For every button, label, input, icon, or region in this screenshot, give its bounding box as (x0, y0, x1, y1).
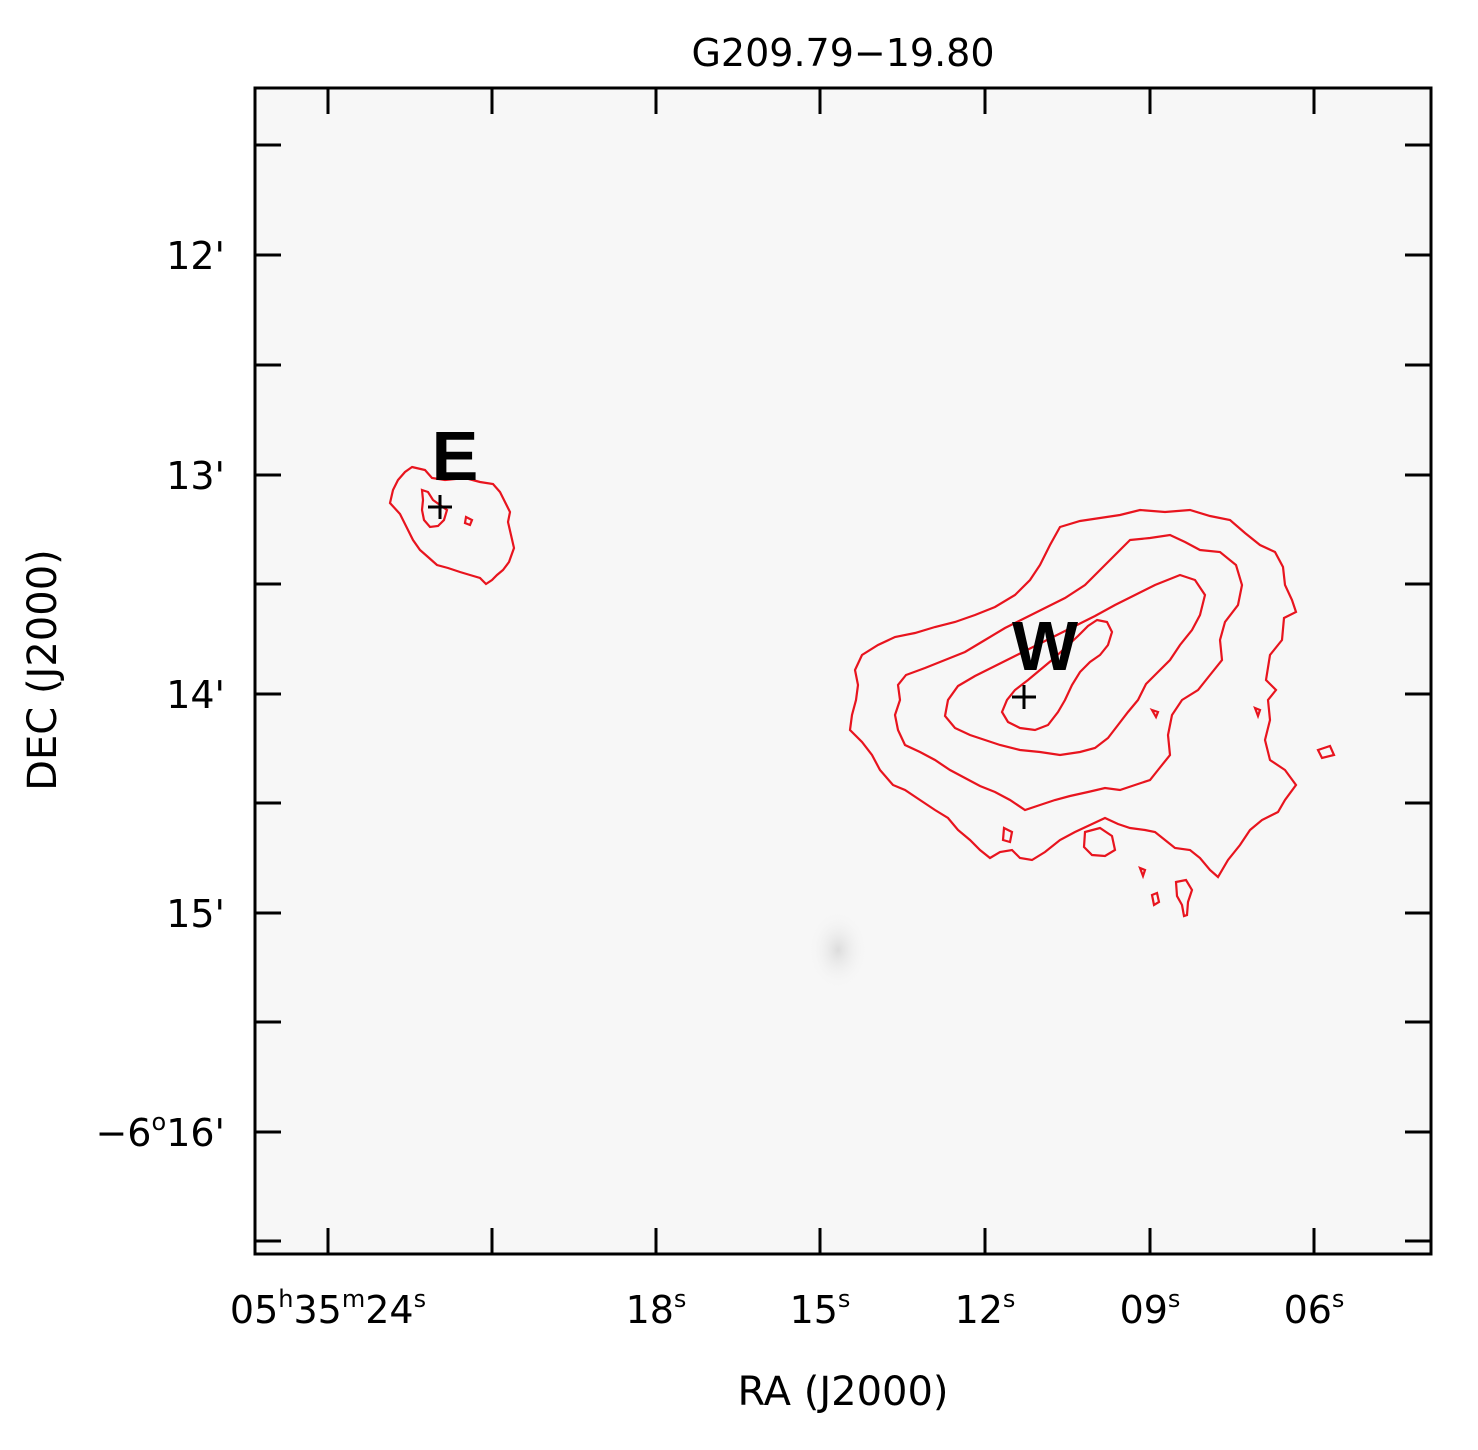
source-e-label: E (432, 417, 479, 495)
source-w-label: W (1012, 607, 1078, 685)
x-tick-s: 12 (955, 1288, 1003, 1332)
x-tick-s-unit: s (414, 1285, 427, 1313)
x-tick-s-unit: s (1003, 1285, 1016, 1313)
tick-marks (255, 88, 1431, 1254)
x-tick-label: 18s (626, 1285, 687, 1332)
plot-frame (253, 86, 1433, 1256)
map-image (255, 88, 1431, 1254)
x-tick-label: 06s (1284, 1285, 1345, 1332)
x-tick-m-unit: m (342, 1285, 365, 1313)
y-axis-title: DEC (J2000) (20, 549, 66, 791)
y-tick-label: 14' (166, 673, 225, 717)
x-tick-label: 05h35m24s (230, 1285, 426, 1332)
x-tick-s-unit: s (1168, 1285, 1181, 1313)
x-tick-s-unit: s (838, 1285, 851, 1313)
x-tick-s: 15 (790, 1288, 838, 1332)
y-tick-label: 13' (166, 454, 225, 498)
y-tick-label: 12' (166, 234, 225, 278)
x-tick-label: 12s (955, 1285, 1016, 1332)
x-tick-s: 24 (365, 1288, 413, 1332)
source-w-cross (1012, 685, 1036, 709)
y-tick-deg: −6 (95, 1111, 151, 1155)
x-tick-h-unit: h (278, 1285, 293, 1313)
x-tick-s: 18 (626, 1288, 674, 1332)
source-e: E (428, 417, 478, 519)
x-tick-m: 35 (293, 1288, 341, 1332)
y-tick-label: −6o16' (95, 1108, 225, 1155)
x-axis-title: RA (J2000) (737, 1369, 948, 1415)
x-tick-label: 15s (790, 1285, 851, 1332)
x-tick-label: 09s (1120, 1285, 1181, 1332)
y-tick-min: 16' (166, 1111, 225, 1155)
x-tick-s: 09 (1120, 1288, 1168, 1332)
x-tick-s: 06 (1284, 1288, 1332, 1332)
source-w: W (1012, 607, 1078, 709)
x-tick-s-unit: s (1332, 1285, 1345, 1313)
faint-blob (808, 910, 868, 990)
x-tick-s-unit: s (674, 1285, 687, 1313)
contours-west (848, 508, 1336, 918)
degree-symbol: o (152, 1108, 167, 1136)
plot-title: G209.79−19.80 (691, 31, 994, 75)
y-tick-label: 15' (166, 892, 225, 936)
x-tick-h: 05 (230, 1288, 278, 1332)
contours-east (388, 465, 516, 586)
source-e-cross (428, 495, 452, 519)
